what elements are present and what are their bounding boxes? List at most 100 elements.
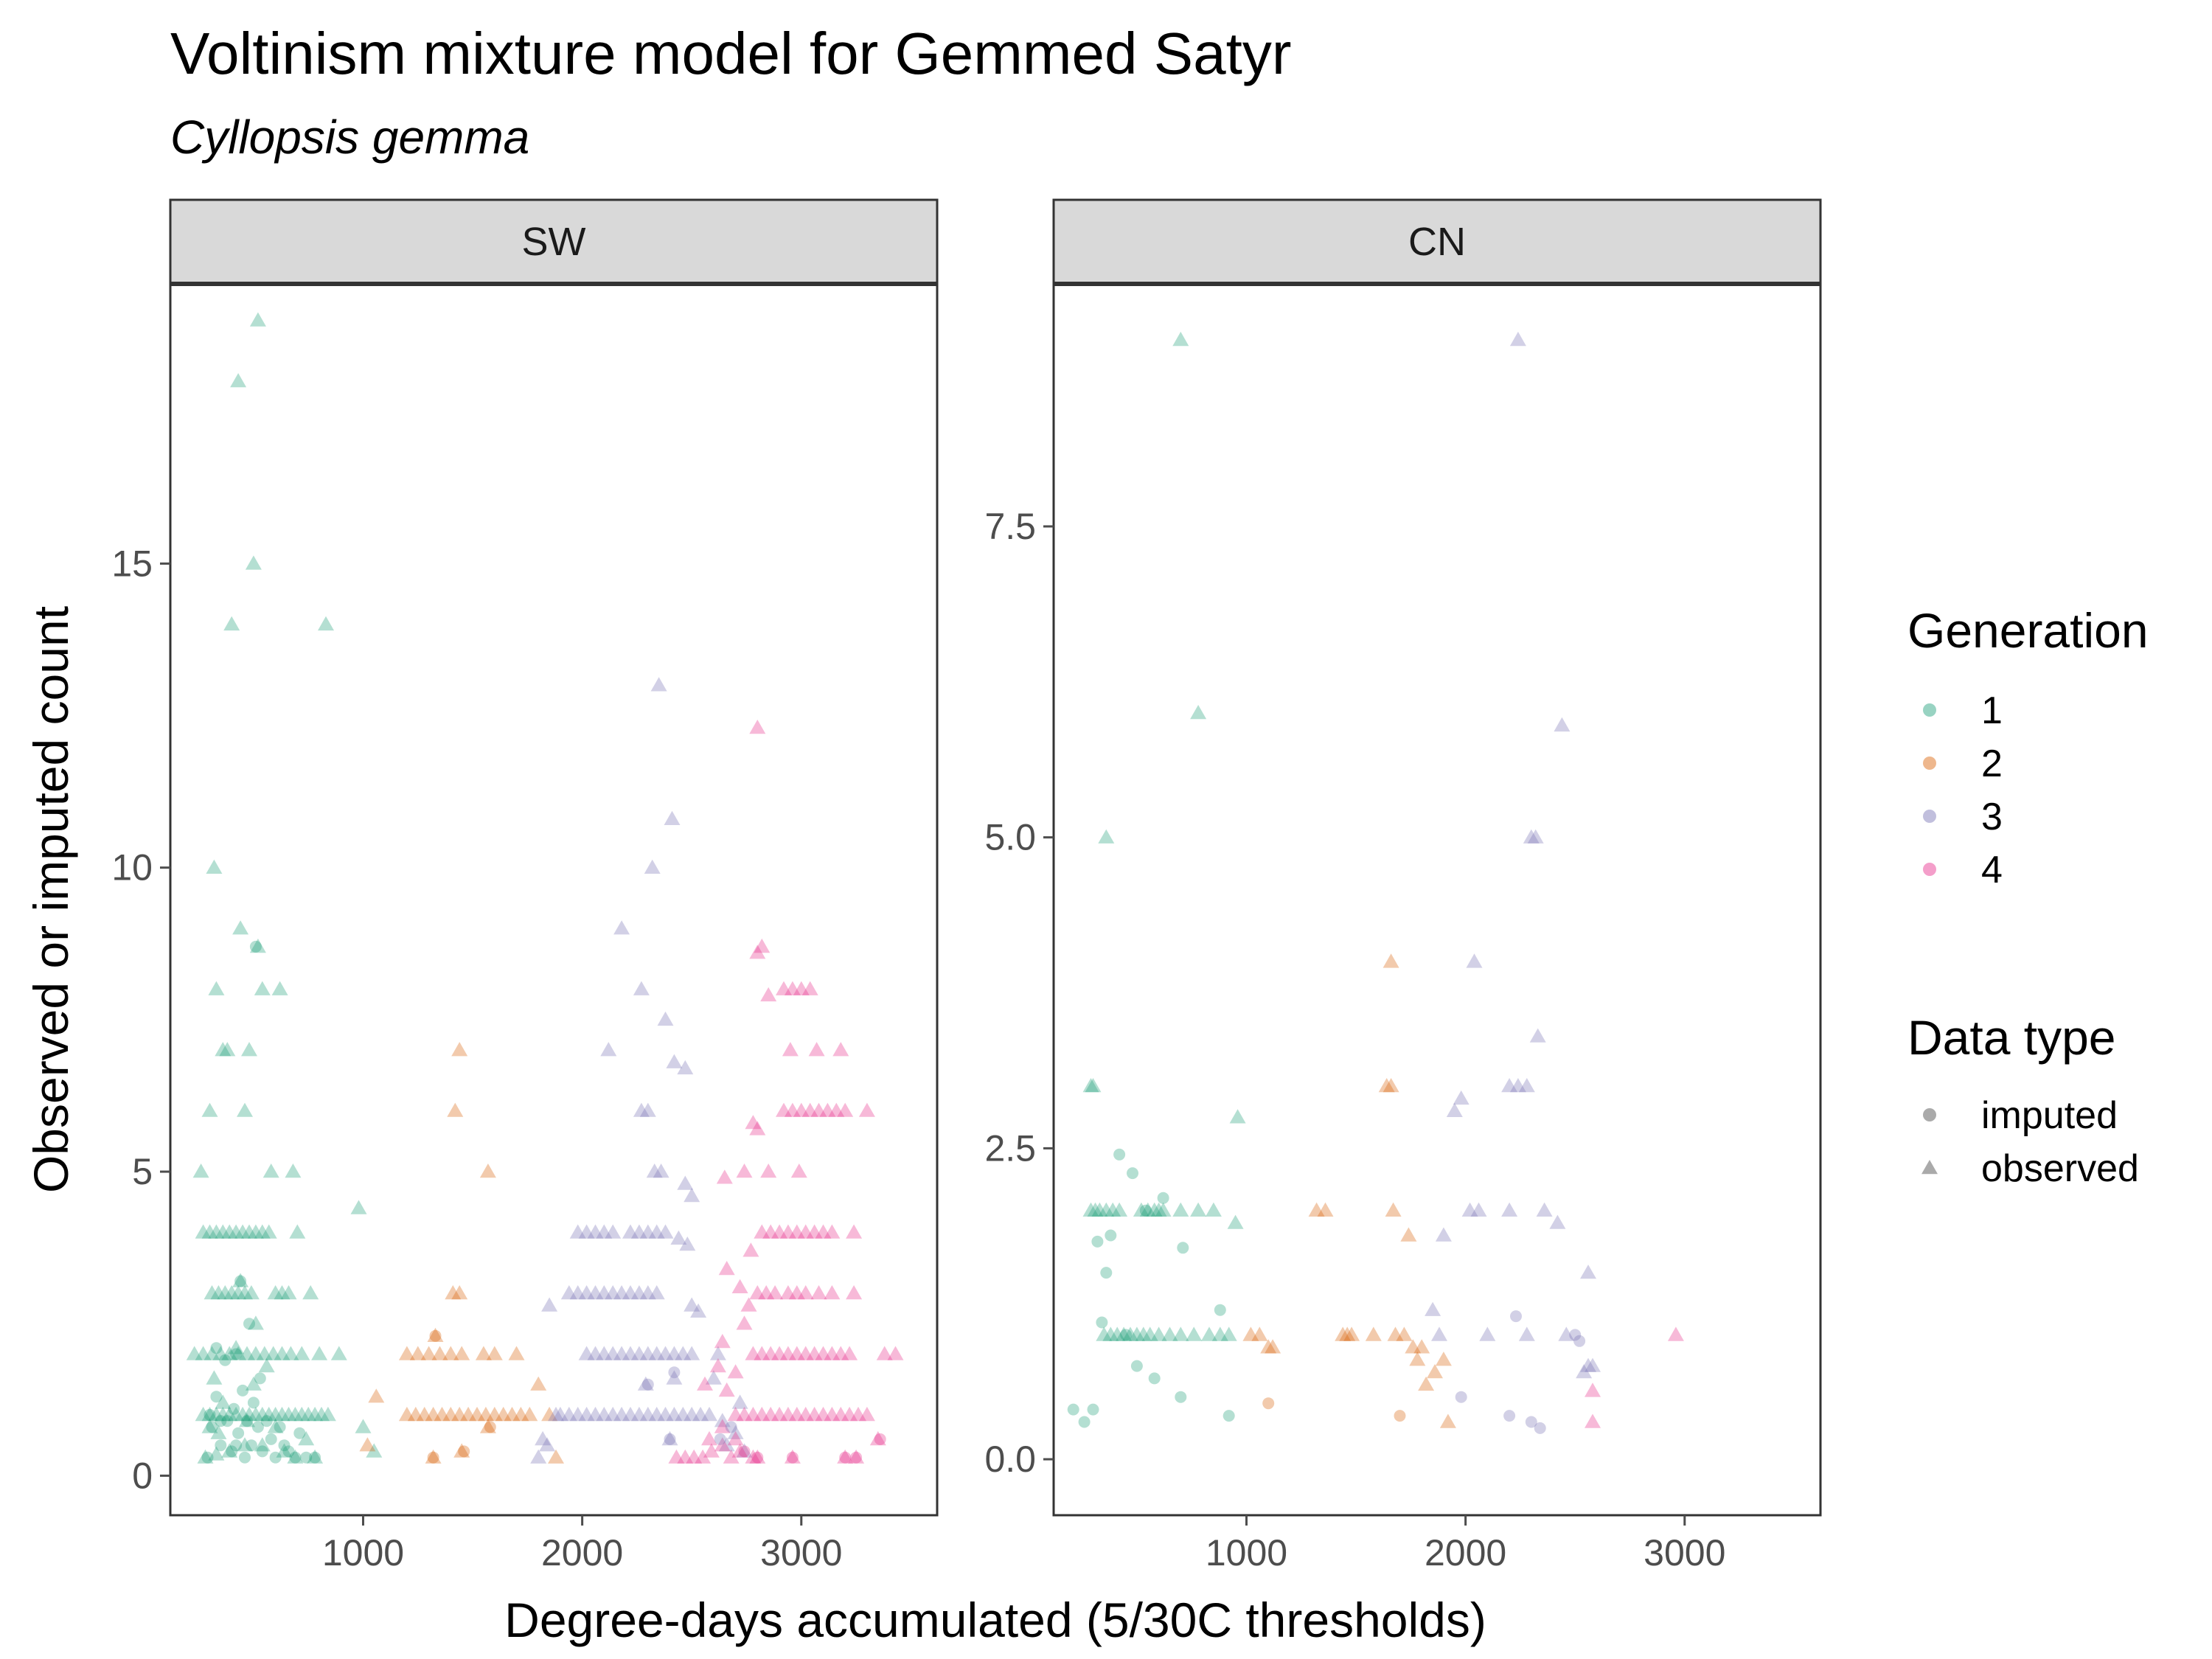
observed-point <box>1251 1326 1268 1341</box>
observed-point <box>1139 1202 1156 1217</box>
observed-point <box>837 1449 854 1464</box>
observed-point <box>1501 1078 1518 1093</box>
observed-point <box>1091 1202 1108 1217</box>
observed-point <box>1667 1326 1684 1341</box>
observed-point <box>274 1285 291 1300</box>
observed-point <box>1418 1376 1435 1391</box>
observed-point <box>267 1406 284 1422</box>
observed-point <box>287 1406 304 1422</box>
observed-point <box>679 1237 696 1251</box>
observed-point <box>245 555 262 570</box>
observed-point <box>749 1285 766 1300</box>
legend-label-observed: observed <box>1981 1147 2139 1190</box>
observed-point <box>675 1346 692 1360</box>
observed-point <box>1135 1326 1152 1341</box>
observed-point <box>434 1406 451 1422</box>
imputed-point <box>1175 1391 1187 1403</box>
observed-point <box>815 1346 832 1360</box>
observed-point <box>247 1224 264 1239</box>
imputed-point <box>278 1439 291 1452</box>
observed-point <box>701 1430 717 1446</box>
observed-point <box>776 1102 792 1117</box>
observed-point <box>596 1346 613 1360</box>
observed-point <box>285 1164 302 1178</box>
observed-point <box>350 1200 367 1214</box>
observed-point <box>716 1169 733 1184</box>
observed-point <box>709 1346 726 1360</box>
observed-point <box>648 1224 665 1239</box>
imputed-point <box>1105 1229 1117 1242</box>
x-tick-label: 3000 <box>1644 1532 1725 1573</box>
observed-point <box>569 1224 586 1239</box>
observed-point <box>808 1042 825 1057</box>
observed-point <box>330 1346 347 1360</box>
observed-point <box>1365 1326 1382 1341</box>
observed-point <box>208 1224 225 1239</box>
observed-point <box>666 1054 683 1068</box>
x-tick-label: 1000 <box>322 1532 404 1573</box>
observed-point <box>254 981 271 995</box>
observed-point <box>208 1406 225 1422</box>
observed-point <box>425 1449 442 1464</box>
observed-point <box>850 1406 866 1422</box>
panel-cn-border <box>1052 282 1822 1517</box>
observed-point <box>771 1224 788 1239</box>
observed-point <box>254 1224 271 1239</box>
observed-point <box>469 1406 485 1422</box>
imputed-point <box>215 1439 227 1452</box>
observed-point <box>815 1224 832 1239</box>
observed-point <box>806 1406 823 1422</box>
observed-point <box>622 1224 639 1239</box>
observed-point <box>650 677 667 692</box>
observed-point <box>287 1449 304 1464</box>
observed-point <box>1172 1326 1189 1341</box>
observed-point <box>256 1346 273 1360</box>
observed-point <box>1146 1202 1163 1217</box>
observed-point <box>630 1346 647 1360</box>
observed-point <box>754 1224 771 1239</box>
observed-point <box>206 1370 223 1385</box>
observed-point <box>1186 1326 1203 1341</box>
imputed-point <box>247 1397 260 1409</box>
observed-point <box>1385 1202 1402 1217</box>
observed-point <box>201 1224 218 1239</box>
imputed-point <box>1534 1422 1546 1434</box>
observed-point <box>801 1102 818 1117</box>
observed-point <box>887 1346 904 1360</box>
observed-point <box>723 1449 740 1464</box>
observed-point <box>767 1285 784 1300</box>
observed-point <box>223 616 240 631</box>
observed-point <box>1576 1364 1593 1379</box>
observed-point <box>1201 1326 1217 1341</box>
observed-point <box>1396 1326 1413 1341</box>
observed-point <box>1425 1301 1441 1316</box>
observed-point <box>762 1224 779 1239</box>
observed-point <box>215 1042 232 1057</box>
observed-point <box>210 1425 227 1439</box>
observed-point <box>267 1285 284 1300</box>
observed-point <box>298 1430 315 1446</box>
observed-point <box>622 1406 639 1422</box>
observed-point <box>736 1443 753 1458</box>
observed-point <box>639 1406 656 1422</box>
y-tick-label: 10 <box>111 847 153 888</box>
observed-point <box>230 373 247 388</box>
observed-point <box>1141 1326 1158 1341</box>
observed-point <box>504 1406 521 1422</box>
observed-point <box>1400 1227 1417 1242</box>
legend-label-generation-3: 3 <box>1981 796 2003 838</box>
observed-point <box>1549 1214 1566 1229</box>
observed-point <box>1509 1078 1526 1093</box>
observed-point <box>1409 1352 1426 1366</box>
observed-point <box>596 1285 613 1300</box>
observed-point <box>666 1370 683 1385</box>
observed-point <box>302 1285 319 1300</box>
observed-point <box>779 1224 796 1239</box>
observed-point <box>230 1285 247 1300</box>
legend-generation-title: Generation <box>1907 603 2149 658</box>
observed-point <box>762 1346 779 1360</box>
imputed-point <box>228 1402 240 1415</box>
observed-point <box>254 1406 271 1422</box>
observed-point <box>824 1406 841 1422</box>
x-axis-sw: 1000 2000 3000 <box>322 1515 842 1573</box>
